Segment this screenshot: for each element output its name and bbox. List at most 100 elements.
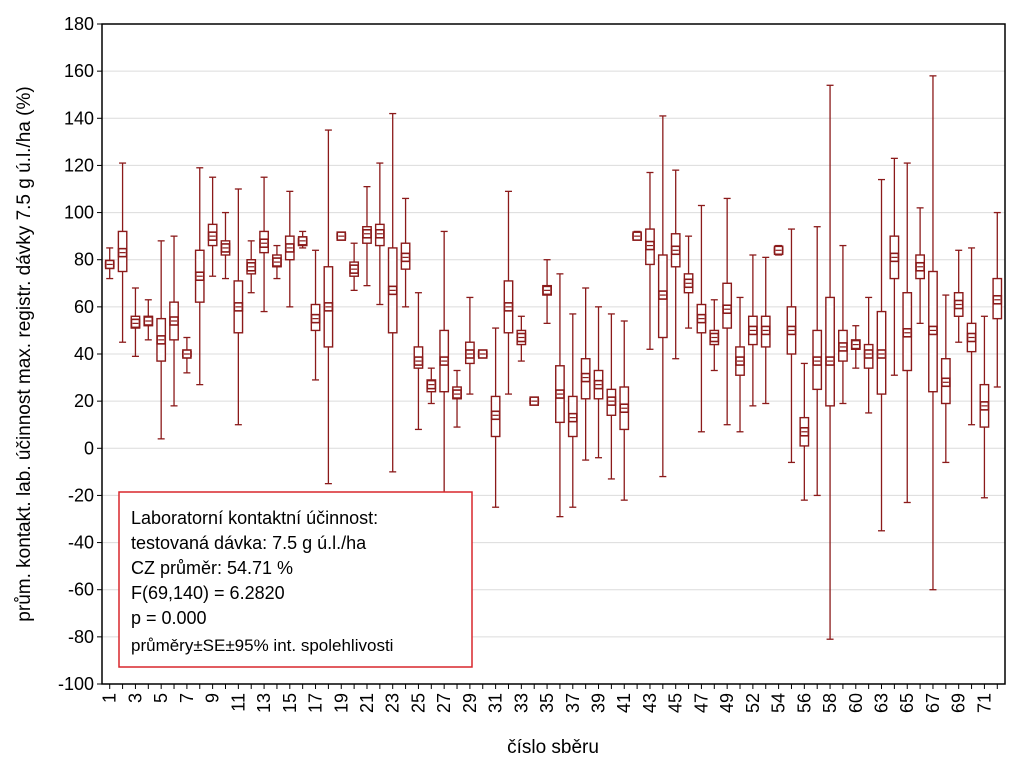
box-plot-31 bbox=[490, 327, 501, 508]
x-tick-label: 63 bbox=[872, 693, 892, 713]
box-plot-51 bbox=[747, 254, 758, 407]
data-series bbox=[104, 75, 1003, 640]
box-plot-61 bbox=[876, 178, 887, 532]
y-tick-label: -60 bbox=[68, 580, 94, 600]
info-line-mean: CZ průměr: 54.71 % bbox=[131, 558, 293, 578]
x-tick-label: 27 bbox=[434, 693, 454, 713]
x-tick-label: 60 bbox=[846, 693, 866, 713]
box-plot-60 bbox=[863, 296, 874, 414]
box-plot-21 bbox=[362, 185, 372, 287]
x-tick-label: 67 bbox=[923, 693, 943, 713]
box-plot-57 bbox=[825, 84, 835, 640]
x-tick-label: 15 bbox=[280, 693, 300, 713]
box-plot-28 bbox=[452, 369, 462, 428]
box-plot-58 bbox=[838, 244, 848, 405]
box-plot-55 bbox=[799, 362, 810, 501]
box-plot-56 bbox=[812, 226, 823, 497]
x-tick-label: 17 bbox=[306, 693, 326, 713]
x-axis-label: číslo sběru bbox=[507, 737, 599, 758]
x-tick-label: 7 bbox=[177, 693, 197, 703]
y-tick-label: 40 bbox=[74, 344, 94, 364]
box-plot-17 bbox=[310, 249, 321, 381]
box-plot-43 bbox=[645, 171, 655, 350]
box-plot-4 bbox=[143, 299, 154, 341]
box-plot-45 bbox=[670, 169, 681, 360]
x-tick-label: 11 bbox=[228, 693, 248, 712]
x-tick-label: 56 bbox=[794, 693, 814, 713]
box-plot-23 bbox=[387, 112, 398, 473]
box-plot-34 bbox=[529, 396, 540, 406]
x-tick-label: 43 bbox=[640, 693, 660, 713]
box-plot-30 bbox=[477, 349, 488, 359]
box-plot-37 bbox=[567, 313, 578, 508]
box-plot-15 bbox=[284, 190, 295, 308]
y-tick-label: -20 bbox=[68, 485, 94, 505]
box-plot-27 bbox=[439, 230, 450, 499]
box-plot-26 bbox=[426, 367, 437, 405]
box-plot-5 bbox=[156, 240, 167, 440]
box-plot-2 bbox=[117, 162, 128, 343]
box-plot-63 bbox=[902, 162, 913, 504]
y-tick-label: 0 bbox=[84, 438, 94, 458]
box-plot-66 bbox=[940, 294, 951, 464]
box-plot-25 bbox=[413, 292, 424, 431]
box-plot-10 bbox=[220, 211, 231, 280]
info-line-f-stat: F(69,140) = 6.2820 bbox=[131, 583, 285, 603]
box-plot-54 bbox=[786, 228, 797, 464]
x-tick-label: 54 bbox=[769, 693, 789, 713]
box-plot-8 bbox=[194, 167, 205, 386]
box-plot-18 bbox=[323, 129, 334, 485]
box-plot-40 bbox=[606, 313, 617, 480]
info-box: Laboratorní kontaktní účinnost: testovan… bbox=[118, 491, 473, 668]
box-plot-68 bbox=[966, 247, 977, 426]
box-plot-52 bbox=[760, 256, 771, 405]
box-plot-19 bbox=[336, 231, 347, 241]
x-tick-label: 37 bbox=[563, 693, 583, 713]
box-plot-47 bbox=[696, 204, 707, 433]
x-tick-label: 9 bbox=[203, 693, 223, 703]
y-tick-label: -100 bbox=[58, 674, 94, 694]
box-plot-1 bbox=[104, 247, 115, 280]
y-axis-ticks: 180 160 140 120 100 80 60 40 20 0 -20 -40 -60 -80 -100 bbox=[58, 14, 102, 694]
box-plot-20 bbox=[349, 242, 360, 292]
box-plot-24 bbox=[400, 197, 411, 308]
y-axis-label: prům. kontakt. lab. účinnost max. regist… bbox=[14, 86, 35, 621]
info-line-p-value: p = 0.000 bbox=[131, 608, 207, 628]
x-tick-label: 71 bbox=[974, 693, 994, 713]
box-plot-13 bbox=[259, 176, 269, 313]
y-tick-label: 20 bbox=[74, 391, 94, 411]
y-tick-label: 180 bbox=[64, 14, 94, 34]
x-tick-label: 49 bbox=[717, 693, 737, 713]
box-plot-38 bbox=[580, 287, 591, 461]
x-tick-label: 52 bbox=[743, 693, 763, 713]
box-plot-7 bbox=[181, 336, 192, 374]
x-tick-label: 5 bbox=[151, 693, 171, 703]
x-tick-label: 41 bbox=[614, 693, 634, 713]
x-tick-label: 1 bbox=[100, 693, 120, 703]
box-plot-35 bbox=[542, 259, 552, 325]
box-plot-70 bbox=[992, 211, 1003, 388]
box-plot-29 bbox=[464, 296, 475, 395]
x-tick-label: 47 bbox=[691, 693, 711, 713]
box-plot-69 bbox=[979, 315, 990, 499]
plot-frame bbox=[101, 23, 1006, 685]
box-plot-59 bbox=[850, 325, 861, 369]
box-plot-62 bbox=[889, 157, 900, 376]
y-tick-label: 60 bbox=[74, 297, 94, 317]
box-plot-39 bbox=[593, 306, 604, 459]
info-line-dose: testovaná dávka: 7.5 g ú.l./ha bbox=[131, 533, 367, 553]
box-plot-3 bbox=[130, 287, 141, 358]
x-tick-label: 13 bbox=[254, 693, 274, 713]
box-plot-49 bbox=[722, 197, 733, 426]
x-tick-label: 65 bbox=[897, 693, 917, 713]
x-tick-label: 19 bbox=[331, 693, 351, 713]
box-plot-22 bbox=[374, 162, 385, 306]
box-plot-46 bbox=[683, 235, 694, 329]
box-plot-36 bbox=[555, 273, 565, 518]
x-tick-label: 33 bbox=[511, 693, 531, 713]
box-plot-32 bbox=[503, 190, 514, 395]
x-tick-label: 29 bbox=[460, 693, 480, 713]
y-tick-label: -80 bbox=[68, 627, 94, 647]
box-plot-53 bbox=[773, 244, 784, 256]
